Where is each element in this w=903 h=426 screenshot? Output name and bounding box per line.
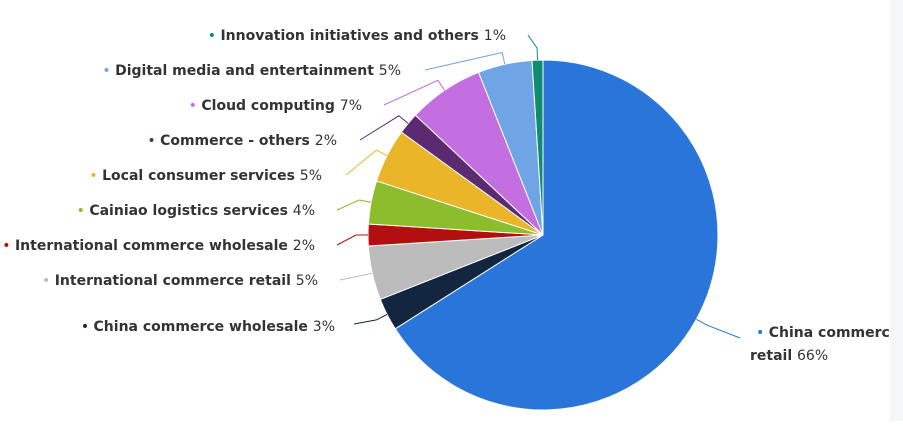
- legend-bullet: •: [208, 28, 221, 44]
- legend-bullet: •: [189, 98, 202, 114]
- legend-bullet: •: [2, 238, 15, 254]
- slice-label-name: Cloud computing: [201, 98, 339, 114]
- slice-label-value: 5%: [300, 168, 322, 184]
- label-connector: [424, 51, 506, 71]
- label-connector: [359, 115, 409, 141]
- legend-bullet: •: [89, 168, 102, 184]
- slice-label-value: 7%: [340, 98, 362, 114]
- label-connector: [696, 318, 741, 339]
- slice-label-name: Digital media and entertainment: [115, 63, 379, 79]
- slice-label-value: 2%: [293, 238, 315, 254]
- slice-labels: • China commerce retail 66%• China commer…: [2, 28, 899, 364]
- slice-label: • Innovation initiatives and others 1%: [208, 28, 506, 44]
- slice-label-name: Commerce - others: [160, 133, 315, 149]
- legend-bullet: •: [147, 133, 160, 149]
- slice-label: • Cainiao logistics services 4%: [77, 203, 315, 219]
- legend-bullet: •: [756, 325, 769, 341]
- slice-label: • Cloud computing 7%: [189, 98, 362, 114]
- slice-label-name: China commerce wholesale: [94, 319, 313, 335]
- label-connector: [353, 313, 388, 325]
- slice-label-value: 1%: [484, 28, 506, 44]
- label-connectors: [336, 34, 741, 339]
- slice-label-value: 66%: [797, 348, 828, 364]
- slice-label-value: 3%: [313, 319, 335, 335]
- slice-label: • China commerce retail 66%: [750, 325, 899, 364]
- label-connector: [336, 234, 368, 246]
- slice-label-name: International commerce wholesale: [15, 238, 293, 254]
- pie-slice[interactable]: [394, 59, 719, 411]
- slice-label: • Local consumer services 5%: [89, 168, 322, 184]
- legend-bullet: •: [42, 273, 55, 289]
- slice-label: • International commerce wholesale 2%: [2, 238, 315, 254]
- slice-label-name: retail: [750, 348, 797, 364]
- slice-label-name: Innovation initiatives and others: [220, 28, 483, 44]
- slice-label-name: Local consumer services: [102, 168, 300, 184]
- label-connector: [339, 272, 373, 281]
- slice-label-value: 2%: [315, 133, 337, 149]
- legend-bullet: •: [81, 319, 94, 335]
- slice-label-name: China commerce: [769, 325, 900, 341]
- slice-label: • Digital media and entertainment 5%: [102, 63, 401, 79]
- legend-bullet: •: [102, 63, 115, 79]
- slice-label: • Commerce - others 2%: [147, 133, 337, 149]
- slice-label: • China commerce wholesale 3%: [81, 319, 335, 335]
- label-connector: [527, 34, 538, 61]
- slice-label-value: 5%: [296, 273, 318, 289]
- label-connector: [383, 79, 446, 106]
- slice-label-value: 5%: [379, 63, 401, 79]
- legend-bullet: •: [77, 203, 90, 219]
- pie-slices: [367, 59, 719, 411]
- slice-label-name: International commerce retail: [55, 273, 296, 289]
- label-connector: [345, 149, 388, 176]
- side-panel-edge: [890, 0, 903, 421]
- slice-label: • International commerce retail 5%: [42, 273, 318, 289]
- slice-label-name: Cainiao logistics services: [89, 203, 292, 219]
- slice-label-value: 4%: [293, 203, 315, 219]
- label-connector: [336, 199, 372, 211]
